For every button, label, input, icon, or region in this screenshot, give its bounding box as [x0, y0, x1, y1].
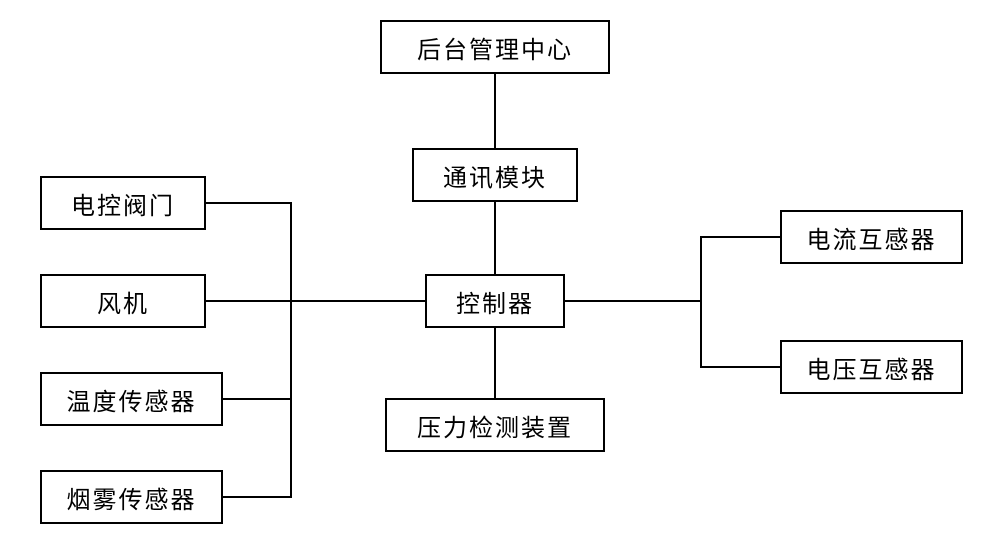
edge-leftbus-to-valve: [206, 202, 292, 204]
node-fan: 风机: [40, 274, 206, 328]
node-smoke-label: 烟雾传感器: [67, 480, 197, 515]
node-current: 电流互感器: [780, 210, 963, 264]
node-valve-label: 电控阀门: [71, 186, 175, 221]
edge-leftbus-to-fan: [206, 300, 292, 302]
edge-rightbus-v: [700, 236, 702, 368]
node-smoke: 烟雾传感器: [40, 470, 223, 524]
node-temp: 温度传感器: [40, 372, 223, 426]
edge-leftbus-v: [290, 202, 292, 498]
node-voltage-label: 电压互感器: [807, 350, 937, 385]
edge-backend-comm: [494, 74, 496, 148]
edge-controller-pressure: [494, 328, 496, 398]
node-controller: 控制器: [425, 274, 565, 328]
node-voltage: 电压互感器: [780, 340, 963, 394]
node-temp-label: 温度传感器: [67, 382, 197, 417]
node-backend-label: 后台管理中心: [417, 30, 573, 65]
node-current-label: 电流互感器: [807, 220, 937, 255]
edge-rightbus-to-current: [700, 236, 780, 238]
edge-leftbus-to-temp: [223, 398, 292, 400]
node-controller-label: 控制器: [456, 284, 534, 319]
node-pressure-label: 压力检测装置: [417, 408, 573, 443]
node-backend: 后台管理中心: [380, 20, 610, 74]
node-comm: 通讯模块: [412, 148, 578, 202]
node-comm-label: 通讯模块: [443, 158, 547, 193]
edge-rightbus-to-voltage: [700, 366, 780, 368]
node-valve: 电控阀门: [40, 176, 206, 230]
edge-comm-controller: [494, 202, 496, 274]
node-pressure: 压力检测装置: [385, 398, 605, 452]
edge-ctrl-to-leftbus-h: [290, 300, 425, 302]
edge-ctrl-to-rightbus-h: [565, 300, 702, 302]
edge-leftbus-to-smoke: [223, 496, 292, 498]
node-fan-label: 风机: [97, 284, 149, 319]
